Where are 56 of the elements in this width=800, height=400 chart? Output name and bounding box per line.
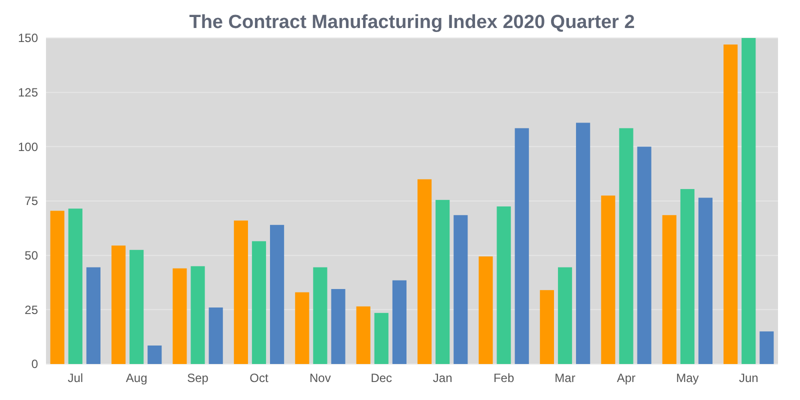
bar xyxy=(130,250,144,364)
bar xyxy=(295,292,310,364)
y-tick-label: 100 xyxy=(18,140,38,154)
bar xyxy=(50,210,64,364)
y-tick-label: 50 xyxy=(24,248,38,263)
bar xyxy=(558,267,572,364)
bar xyxy=(148,346,162,364)
bar xyxy=(172,268,187,364)
bar xyxy=(496,206,511,364)
bar xyxy=(742,38,756,364)
bar xyxy=(680,189,694,364)
bar xyxy=(514,128,529,364)
x-tick-label: Nov xyxy=(310,371,331,385)
x-tick-label: Jan xyxy=(432,371,452,385)
bar xyxy=(540,290,554,364)
y-tick-label: 25 xyxy=(24,302,38,317)
bar xyxy=(454,215,468,364)
bar xyxy=(478,256,493,364)
x-tick-label: Oct xyxy=(250,371,269,385)
bar xyxy=(313,267,328,364)
x-tick-label: Jun xyxy=(738,371,758,385)
bar xyxy=(331,289,346,364)
bar xyxy=(637,146,652,364)
bar xyxy=(86,267,100,364)
y-tick-label: 150 xyxy=(18,31,38,46)
bar xyxy=(619,128,634,364)
y-tick-label: 0 xyxy=(31,357,38,372)
bar xyxy=(252,241,266,364)
chart-title: The Contract Manufacturing Index 2020 Quarter 2 xyxy=(189,12,635,33)
bar xyxy=(234,220,248,364)
bar xyxy=(698,198,713,364)
bar xyxy=(760,331,774,364)
y-tick-label: 125 xyxy=(18,86,38,100)
x-tick-label: May xyxy=(676,371,699,385)
bar xyxy=(601,196,616,364)
x-tick-label: Feb xyxy=(493,371,514,385)
bar xyxy=(392,280,406,364)
bar xyxy=(418,179,432,364)
bar xyxy=(356,306,370,364)
bar xyxy=(270,224,284,364)
bar xyxy=(724,44,738,364)
x-tick-label: Apr xyxy=(616,371,636,385)
bar xyxy=(374,312,388,364)
bar xyxy=(436,200,450,364)
x-tick-label: Mar xyxy=(554,371,576,385)
bar xyxy=(662,215,676,364)
y-tick-label: 75 xyxy=(24,194,38,208)
x-tick-label: Aug xyxy=(126,371,148,385)
bar xyxy=(576,122,590,364)
x-tick-label: Dec xyxy=(370,371,392,385)
bar xyxy=(190,266,205,364)
x-tick-label: Jul xyxy=(68,371,84,385)
bar xyxy=(111,246,126,364)
bar xyxy=(68,208,82,364)
bar xyxy=(208,307,223,364)
x-tick-label: Sep xyxy=(187,371,209,385)
